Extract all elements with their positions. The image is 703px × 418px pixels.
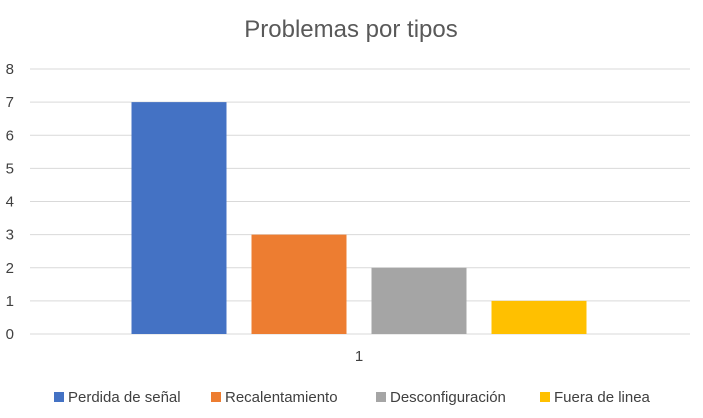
- y-tick-label: 2: [6, 260, 14, 277]
- y-tick-label: 7: [6, 94, 14, 111]
- bar-2: [251, 234, 347, 334]
- legend-swatch: [54, 392, 64, 402]
- bar-1: [131, 102, 227, 334]
- y-tick-label: 5: [6, 160, 14, 177]
- y-tick-label: 4: [6, 194, 14, 211]
- y-axis-ticks: 0 1 2 3 4 5 6 7 8: [6, 61, 14, 343]
- legend: Perdida de señal Recalentamiento Desconfig…: [54, 389, 651, 406]
- x-tick-label: 1: [355, 348, 363, 365]
- y-tick-label: 8: [6, 61, 14, 78]
- y-tick-label: 0: [6, 326, 14, 343]
- legend-label: Perdida de señal: [68, 389, 181, 406]
- y-tick-label: 1: [6, 293, 14, 310]
- legend-swatch: [540, 392, 550, 402]
- gridlines: [30, 68, 690, 335]
- legend-label: Recalentamiento: [225, 389, 338, 406]
- legend-label: Fuera de linea: [554, 389, 651, 406]
- bar-4: [491, 300, 587, 334]
- chart-title: Problemas por tipos: [244, 16, 457, 43]
- bar-3: [371, 267, 467, 334]
- legend-label: Desconfiguración: [390, 389, 506, 406]
- legend-swatch: [376, 392, 386, 402]
- legend-swatch: [211, 392, 221, 402]
- y-tick-label: 3: [6, 227, 14, 244]
- bars: [131, 102, 587, 334]
- y-tick-label: 6: [6, 127, 14, 144]
